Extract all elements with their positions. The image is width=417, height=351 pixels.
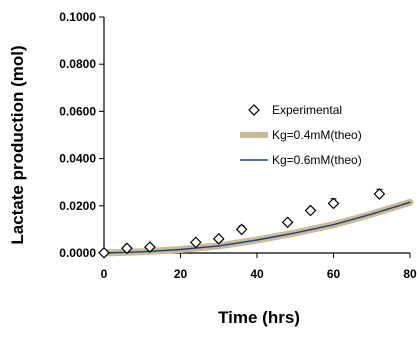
data-point — [98, 246, 110, 259]
data-point — [189, 236, 202, 249]
y-tick-label: 0.0600 — [59, 104, 96, 118]
data-point — [144, 241, 156, 253]
y-axis-title: Lactate production (mol) — [8, 45, 27, 244]
data-point — [327, 197, 340, 210]
data-point — [373, 188, 386, 200]
x-axis-title: Time (hrs) — [218, 308, 300, 327]
data-point — [304, 204, 317, 217]
data-point — [281, 216, 294, 229]
x-tick-label: 60 — [327, 267, 341, 281]
x-tick-label: 40 — [250, 267, 264, 281]
x-tick-label: 20 — [174, 267, 188, 281]
legend-label: Kg=0.6mM(theo) — [272, 153, 362, 167]
legend-swatch — [248, 104, 260, 116]
data-point — [235, 223, 248, 236]
legend-label: Experimental — [272, 103, 342, 117]
legend-label: Kg=0.4mM(theo) — [272, 128, 362, 142]
y-tick-label: 0.0400 — [59, 152, 96, 166]
x-tick-label: 80 — [403, 267, 417, 281]
data-point — [212, 232, 225, 245]
y-tick-label: 0.0000 — [59, 246, 96, 260]
series-line — [103, 201, 411, 254]
x-tick-label: 0 — [101, 267, 108, 281]
data-point — [121, 242, 133, 255]
y-tick-label: 0.0800 — [59, 57, 96, 71]
y-tick-label: 0.1000 — [59, 10, 96, 24]
y-tick-label: 0.0200 — [59, 199, 96, 213]
